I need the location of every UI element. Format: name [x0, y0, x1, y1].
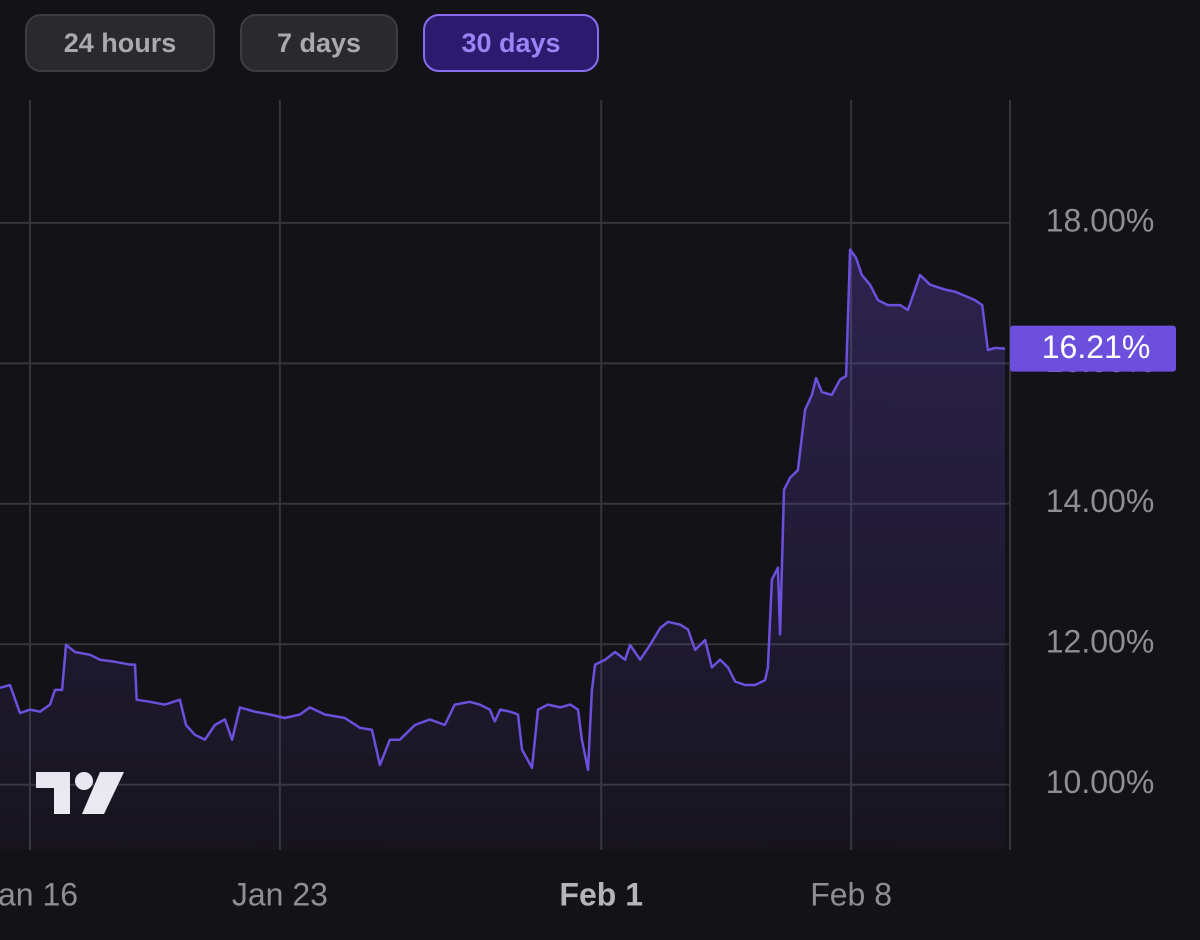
- range-tab[interactable]: 30 days: [423, 14, 599, 72]
- range-tabs: 24 hours 7 days 30 days: [25, 14, 599, 72]
- x-tick-label: Feb 1: [559, 876, 643, 912]
- line: [0, 248, 1006, 772]
- x-tick-label: Jan 16: [0, 876, 78, 912]
- y-tick-label: 18.00%: [1046, 202, 1155, 238]
- x-tick-label: Jan 23: [232, 876, 328, 912]
- area: [0, 249, 1005, 851]
- current-value-label: 16.21%: [1042, 329, 1151, 365]
- y-tick-label: 10.00%: [1046, 764, 1155, 800]
- y-tick-label: 14.00%: [1046, 483, 1155, 519]
- x-tick-label: Feb 8: [810, 876, 892, 912]
- range-tab[interactable]: 24 hours: [25, 14, 215, 72]
- y-tick-label: 12.00%: [1046, 624, 1155, 660]
- range-tab[interactable]: 7 days: [240, 14, 398, 72]
- current-value-badge: [1010, 325, 1176, 372]
